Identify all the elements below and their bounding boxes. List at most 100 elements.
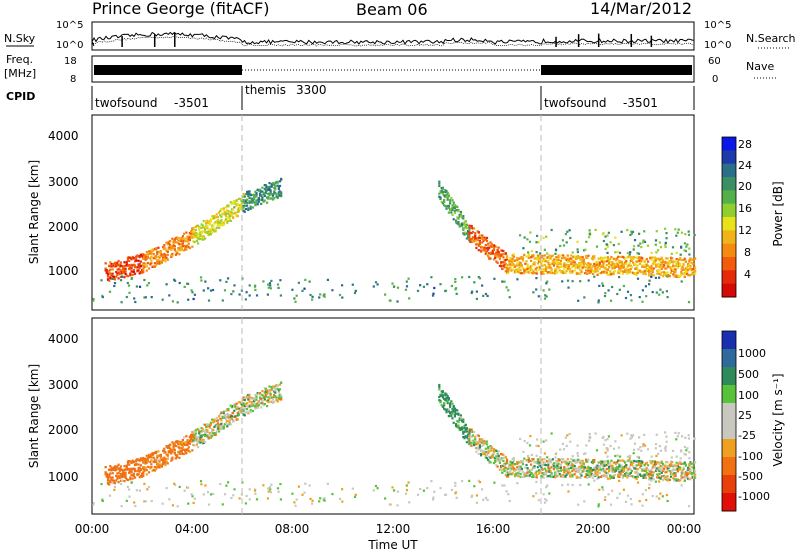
power-cell-1675 xyxy=(645,258,648,261)
power-cell-144 xyxy=(137,259,140,262)
velocity-cell-452 xyxy=(207,434,210,437)
velocity-cell-1458 xyxy=(595,467,598,470)
velocity-cell-979 xyxy=(485,443,489,446)
power-cell-609 xyxy=(242,206,245,209)
velocity-cell-2067 xyxy=(92,503,95,506)
power-cell-2217 xyxy=(664,227,667,230)
velocity-cell-2137 xyxy=(626,432,629,435)
velocity-cell-929 xyxy=(474,441,477,444)
power-ytick-1000: 1000 xyxy=(48,264,79,278)
velocity-cell-1433 xyxy=(589,474,592,477)
velocity-cell-2171 xyxy=(680,435,684,438)
power-cell-359 xyxy=(186,237,189,240)
power-cell-1309 xyxy=(560,254,564,257)
velocity-cell-347 xyxy=(184,441,187,444)
velocity-cell-1657 xyxy=(641,462,644,465)
velocity-cell-1808 xyxy=(675,468,678,471)
power-cell-1555 xyxy=(618,259,621,263)
velocity-cell-1630 xyxy=(635,477,638,480)
velocity-cell-803 xyxy=(445,393,448,396)
velocity-cell-1907 xyxy=(405,489,409,492)
velocity-cell-1286 xyxy=(556,475,559,478)
velocity-cell-1331 xyxy=(566,464,569,467)
power-cell-912 xyxy=(470,240,473,244)
power-cell-586 xyxy=(239,208,242,211)
power-cell-329 xyxy=(179,237,182,240)
power-cell-2169 xyxy=(604,235,607,238)
power-cell-49 xyxy=(115,262,118,265)
power-cell-1542 xyxy=(614,258,617,261)
power-cell-599 xyxy=(241,200,244,203)
freq-unit-label: [MHz] xyxy=(4,67,36,80)
velocity-cell-1571 xyxy=(621,466,624,469)
velocity-cell-967 xyxy=(483,440,486,443)
power-cell-2185 xyxy=(617,242,620,246)
velocity-cell-1730 xyxy=(658,462,661,465)
velocity-cell-572 xyxy=(235,418,238,421)
power-cell-1196 xyxy=(535,270,538,273)
power-cell-406 xyxy=(197,235,200,238)
power-cell-1896 xyxy=(253,285,257,288)
velocity-cell-324 xyxy=(178,446,181,450)
velocity-cell-1443 xyxy=(591,462,595,465)
velocity-cell-1100 xyxy=(513,469,517,472)
velocity-cell-1459 xyxy=(595,472,598,475)
velocity-cell-2053 xyxy=(430,480,433,483)
velocity-cell-110 xyxy=(130,473,133,476)
velocity-cell-59 xyxy=(117,463,120,466)
velocity-cell-2083 xyxy=(255,498,259,501)
power-cell-2176 xyxy=(632,245,636,248)
power-cell-338 xyxy=(181,249,184,252)
power-cell-2134 xyxy=(585,240,588,243)
velocity-cell-1869 xyxy=(689,468,692,471)
power-cell-590 xyxy=(240,205,243,208)
velocity-cell-307 xyxy=(174,444,177,448)
velocity-cell-2003 xyxy=(277,490,280,493)
velocity-cell-394 xyxy=(193,434,196,437)
power-cell-1787 xyxy=(671,269,674,272)
velocity-cell-244 xyxy=(159,463,162,466)
velocity-cell-391 xyxy=(193,444,196,447)
power-cell-1271 xyxy=(552,261,556,264)
power-cell-1822 xyxy=(679,256,682,260)
power-cell-1479 xyxy=(599,256,603,259)
power-cell-1969 xyxy=(546,280,549,283)
power-cell-1940 xyxy=(128,291,131,294)
power-cell-696 xyxy=(263,199,266,202)
power-cell-2114 xyxy=(528,240,532,243)
power-cell-984 xyxy=(487,243,490,246)
velocity-cell-672 xyxy=(257,401,260,404)
power-cell-2064 xyxy=(113,282,117,285)
velocity-cell-770 xyxy=(438,399,441,402)
velocity-cell-359 xyxy=(186,441,189,444)
power-cell-1565 xyxy=(620,262,623,265)
velocity-cell-2046 xyxy=(294,504,297,507)
velocity-cell-34 xyxy=(111,476,114,479)
velocity-cell-1497 xyxy=(604,460,607,463)
velocity-cell-2098 xyxy=(609,503,613,506)
power-cell-958 xyxy=(481,235,484,238)
velocity-cell-1413 xyxy=(585,458,588,461)
velocity-cell-2107 xyxy=(433,490,436,493)
power-cell-356 xyxy=(186,239,189,242)
xtick-3: 12:00 xyxy=(376,522,411,536)
velocity-cell-338 xyxy=(181,452,184,455)
power-cell-802 xyxy=(445,205,448,208)
power-cell-1143 xyxy=(523,268,526,272)
power-cell-1622 xyxy=(633,263,636,266)
power-cell-1802 xyxy=(674,270,677,274)
power-cell-369 xyxy=(188,232,191,235)
power-cell-2007 xyxy=(351,283,354,286)
velocity-cell-1702 xyxy=(651,460,654,463)
power-cell-1912 xyxy=(147,282,150,285)
velocity-cell-631 xyxy=(248,396,251,399)
power-cell-1963 xyxy=(607,289,610,292)
velocity-cell-578 xyxy=(236,407,239,410)
power-cell-659 xyxy=(254,204,257,207)
velocity-cell-258 xyxy=(163,461,166,465)
velocity-cell-2191 xyxy=(550,432,553,435)
velocity-cell-218 xyxy=(153,459,156,462)
velocity-cell-786 xyxy=(441,405,444,408)
power-cell-1497 xyxy=(604,256,607,259)
velocity-cell-1198 xyxy=(535,470,538,473)
